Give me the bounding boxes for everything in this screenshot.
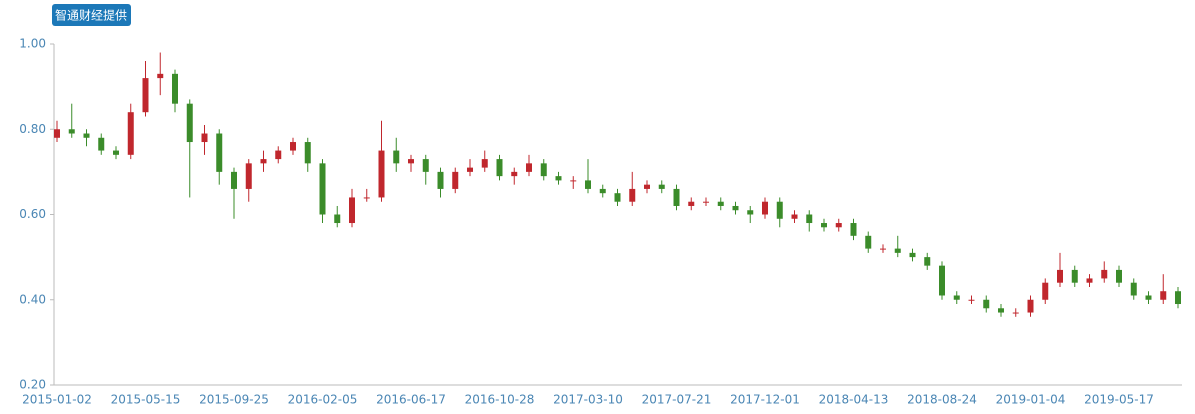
candle-body xyxy=(68,129,75,134)
candle-body xyxy=(526,163,532,172)
candle-body xyxy=(201,133,208,143)
candle-body xyxy=(1027,299,1034,313)
candle-body xyxy=(747,210,754,215)
x-tick-label: 2015-09-25 xyxy=(199,393,269,407)
candle-body xyxy=(260,159,267,164)
candle-body xyxy=(983,299,990,309)
candle-body xyxy=(304,142,311,164)
candle-body xyxy=(290,142,296,151)
x-tick-label: 2015-05-15 xyxy=(111,393,181,407)
candle-body xyxy=(850,223,857,236)
x-tick-label: 2018-08-24 xyxy=(907,393,977,407)
candle-body xyxy=(408,159,414,164)
candle-body xyxy=(909,252,916,258)
candle-body xyxy=(540,163,547,177)
x-tick-label: 2017-12-01 xyxy=(730,393,800,407)
candle-body xyxy=(481,159,488,168)
candle-body xyxy=(1130,282,1137,296)
y-tick-label: 1.00 xyxy=(19,37,46,51)
candle-body xyxy=(658,184,665,189)
candle-body xyxy=(688,201,695,206)
candle-body xyxy=(776,201,783,219)
candle-body xyxy=(349,197,355,224)
candle-body xyxy=(275,150,282,160)
candle-body xyxy=(231,171,237,189)
candle-body xyxy=(319,163,326,215)
x-tick-label: 2015-01-02 xyxy=(22,393,92,407)
x-tick-label: 2017-03-10 xyxy=(553,393,623,407)
candle-body xyxy=(452,171,459,189)
x-tick-label: 2016-02-05 xyxy=(288,393,358,407)
candle-body xyxy=(245,163,252,189)
y-tick-label: 0.80 xyxy=(19,122,46,136)
candle-body xyxy=(186,103,193,143)
candle-body xyxy=(216,133,223,172)
candle-body xyxy=(422,159,429,172)
candle-body xyxy=(806,214,813,224)
x-tick-label: 2016-06-17 xyxy=(376,393,446,407)
candle-body xyxy=(378,150,385,198)
candle-body xyxy=(939,265,945,296)
candle-body xyxy=(762,201,768,215)
candle-body xyxy=(1071,269,1078,283)
candle-body xyxy=(98,137,105,151)
candle-body xyxy=(511,171,518,177)
candle-body xyxy=(54,129,60,138)
candle-body xyxy=(703,201,709,203)
candle-body xyxy=(113,150,119,155)
candle-body xyxy=(393,150,400,164)
candle-body xyxy=(142,78,149,113)
candle-body xyxy=(717,201,724,206)
candle-body xyxy=(1116,269,1122,283)
candle-body xyxy=(614,193,621,202)
x-tick-label: 2017-07-21 xyxy=(642,393,712,407)
candle-body xyxy=(467,167,473,172)
candle-body xyxy=(835,223,842,228)
candle-body xyxy=(127,112,134,155)
candle-body xyxy=(880,248,886,250)
candle-body xyxy=(821,223,827,228)
candle-body xyxy=(1086,278,1093,283)
x-tick-label: 2019-05-17 xyxy=(1084,393,1154,407)
candle-body xyxy=(1145,295,1152,300)
candle-body xyxy=(496,159,503,177)
candle-body xyxy=(732,205,739,211)
candle-body xyxy=(1042,282,1049,300)
candle-body xyxy=(1012,312,1019,314)
candle-body xyxy=(172,73,178,104)
candle-body xyxy=(157,73,164,79)
candle-body xyxy=(1057,269,1063,283)
x-tick-label: 2016-10-28 xyxy=(465,393,535,407)
candle-body xyxy=(953,295,960,300)
candle-body xyxy=(865,235,872,249)
candle-body xyxy=(83,133,90,138)
candle-body xyxy=(363,197,370,199)
candle-body xyxy=(791,214,798,219)
candle-body xyxy=(599,188,606,194)
candle-body xyxy=(437,171,444,189)
candle-body xyxy=(968,299,975,301)
y-tick-label: 0.60 xyxy=(19,207,46,221)
badge xyxy=(52,4,131,26)
candle-body xyxy=(585,180,591,189)
y-tick-label: 0.40 xyxy=(19,292,46,306)
candle-body xyxy=(644,184,650,189)
candle-body xyxy=(924,257,931,266)
candle-body xyxy=(1101,269,1108,279)
candle-body xyxy=(629,188,636,202)
badge-text: 智通财经提供 xyxy=(55,8,127,23)
candle-body xyxy=(1175,291,1181,305)
candle-body xyxy=(570,180,577,182)
candle-body xyxy=(998,308,1004,313)
y-tick-label: 0.20 xyxy=(19,378,46,392)
x-tick-label: 2018-04-13 xyxy=(819,393,889,407)
candle-body xyxy=(555,176,562,181)
candle-body xyxy=(1160,291,1167,300)
x-tick-label: 2019-01-04 xyxy=(996,393,1066,407)
candle-body xyxy=(673,188,680,206)
candle-body xyxy=(334,214,341,224)
candle-body xyxy=(894,248,901,253)
